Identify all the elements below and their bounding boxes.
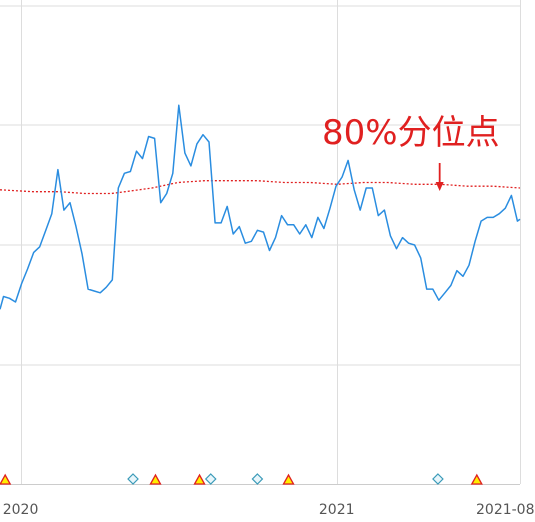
triangle-marker [193,473,206,485]
diamond-marker [204,473,217,485]
triangle-marker [282,473,295,485]
triangle-marker [149,473,162,485]
value-line [0,104,521,310]
grid [0,0,521,485]
annotations: 80%分位点 [322,113,500,191]
triangle-marker [470,473,483,485]
diamond-marker [127,473,139,485]
x-tick-labels: 2020 2021 2021-08 [3,502,535,518]
diamond-marker [251,473,264,485]
annotation-text: 80%分位点 [322,113,500,153]
diamond-marker [432,473,444,485]
annotation-arrow-head [435,182,444,191]
x-tick-label: 2021-08 [476,502,535,518]
triangle-marker [0,473,12,485]
event-markers [0,473,483,485]
series-lines [0,104,521,310]
x-tick-label: 2021 [319,502,355,518]
percentile-line [0,180,521,195]
x-tick-label: 2020 [3,502,39,518]
